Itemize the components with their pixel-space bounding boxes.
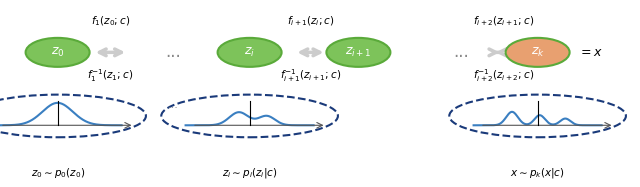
Text: $z_i \sim p_i(z_i | c)$: $z_i \sim p_i(z_i | c)$ bbox=[222, 165, 277, 180]
Ellipse shape bbox=[326, 38, 390, 67]
Text: $z_{i+1}$: $z_{i+1}$ bbox=[345, 46, 372, 59]
Text: $z_i$: $z_i$ bbox=[244, 46, 255, 59]
Text: $f_{i+2}(z_{i+1}; c)$: $f_{i+2}(z_{i+1}; c)$ bbox=[474, 14, 534, 28]
Text: $= x$: $= x$ bbox=[578, 46, 603, 59]
Text: ...: ... bbox=[453, 43, 468, 61]
Text: $f_{i+1}(z_i; c)$: $f_{i+1}(z_i; c)$ bbox=[287, 14, 334, 28]
Text: $f_{i+1}^{-1}(z_{i+1}; c)$: $f_{i+1}^{-1}(z_{i+1}; c)$ bbox=[280, 67, 341, 84]
Text: ...: ... bbox=[168, 100, 178, 110]
Text: $z_k$: $z_k$ bbox=[531, 46, 545, 59]
Text: $f_1(z_0; c)$: $f_1(z_0; c)$ bbox=[91, 14, 130, 28]
Text: $z_0 \sim p_0(z_0)$: $z_0 \sim p_0(z_0)$ bbox=[31, 165, 84, 180]
Ellipse shape bbox=[26, 38, 90, 67]
Ellipse shape bbox=[506, 38, 570, 67]
Text: $z_0$: $z_0$ bbox=[51, 46, 65, 59]
Text: ...: ... bbox=[165, 43, 180, 61]
Text: $f_{i+2}^{-1}(z_{i+2}; c)$: $f_{i+2}^{-1}(z_{i+2}; c)$ bbox=[474, 67, 534, 84]
Text: $f_1^{-1}(z_1; c)$: $f_1^{-1}(z_1; c)$ bbox=[87, 67, 134, 84]
Ellipse shape bbox=[218, 38, 282, 67]
Text: $x \sim p_k(x | c)$: $x \sim p_k(x | c)$ bbox=[510, 165, 565, 180]
